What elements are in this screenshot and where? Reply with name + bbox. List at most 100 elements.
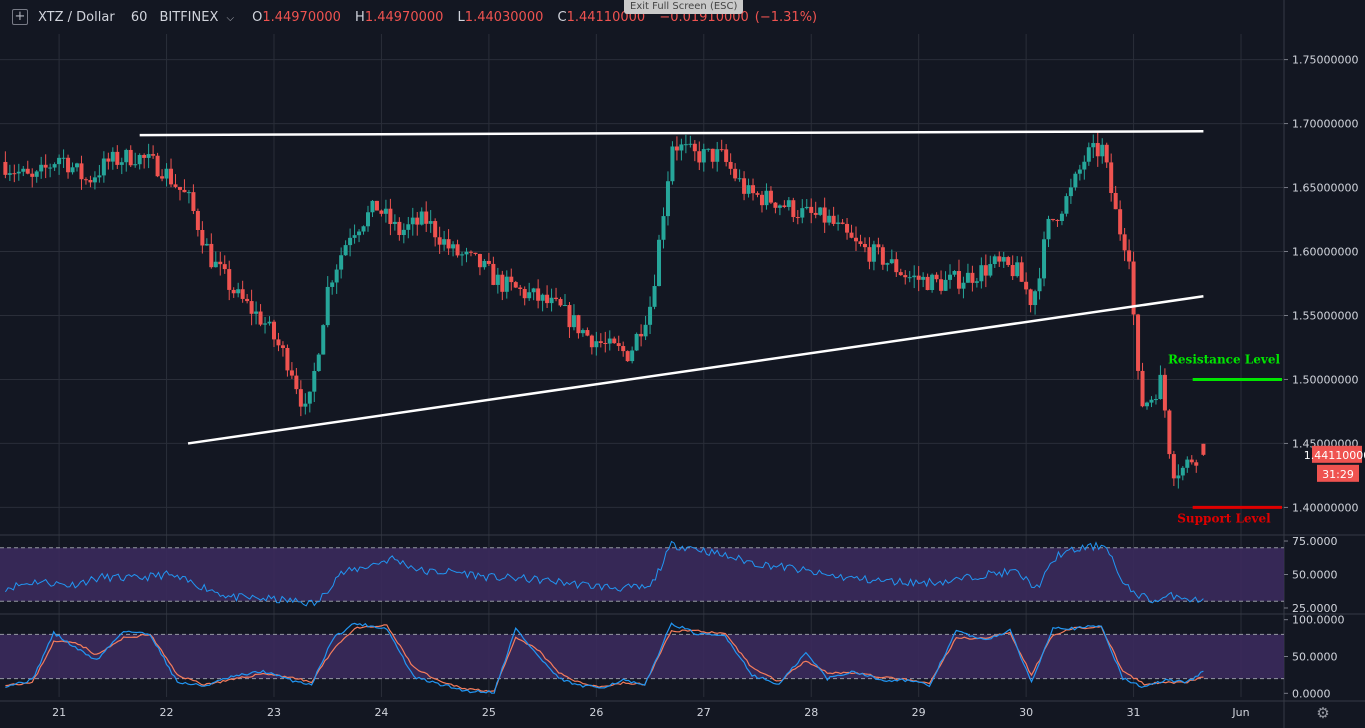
candle-body <box>1118 209 1123 235</box>
candle <box>948 264 953 289</box>
candle <box>339 247 344 279</box>
candle-body <box>21 168 26 172</box>
candle <box>267 316 272 326</box>
candle <box>777 204 782 216</box>
candle-body <box>903 275 908 278</box>
candle <box>1149 396 1154 408</box>
candle-body <box>316 354 321 371</box>
candle-body <box>379 210 384 214</box>
candle-body <box>979 265 984 282</box>
candle-body <box>742 178 747 194</box>
candle-body <box>643 324 648 337</box>
candle-body <box>1086 147 1091 162</box>
candle-body <box>545 294 550 304</box>
plus-square-icon[interactable]: + <box>12 9 28 25</box>
candle-body <box>1149 399 1154 403</box>
candle-body <box>307 391 312 404</box>
candle <box>155 152 160 178</box>
candle-body <box>540 294 545 301</box>
candle <box>845 218 850 240</box>
candle <box>101 151 106 183</box>
candle-body <box>182 189 187 193</box>
stoch-pane-tick-label: 100.0000 <box>1292 614 1345 627</box>
candle-body <box>482 260 487 268</box>
candle-body <box>48 167 53 169</box>
candle-body <box>710 148 715 162</box>
candle <box>133 152 138 168</box>
candle-body <box>334 269 339 283</box>
candle-body <box>674 146 679 151</box>
candle-body <box>61 157 66 159</box>
candle <box>357 229 362 243</box>
candle <box>1068 178 1073 204</box>
candle <box>164 163 169 187</box>
candle-body <box>737 178 742 180</box>
candle-body <box>119 162 124 165</box>
candle <box>871 240 876 271</box>
candle-body <box>240 289 245 299</box>
candle-body <box>612 338 617 344</box>
candle <box>392 214 397 231</box>
current-price-tag <box>1312 445 1362 463</box>
candle-body <box>854 237 858 242</box>
candle-body <box>271 321 276 340</box>
candle <box>903 270 908 285</box>
candle-body <box>585 330 590 336</box>
candle-body <box>858 241 863 244</box>
candle <box>348 228 353 257</box>
candle-body <box>289 370 294 376</box>
candle-body <box>948 274 953 280</box>
candle <box>491 256 496 286</box>
candle <box>236 282 241 298</box>
candle <box>719 139 724 152</box>
candle-body <box>361 226 366 232</box>
candle <box>594 331 599 356</box>
symbol-selector[interactable]: XTZ / Dollar 60 BITFINEX ⌵ <box>38 10 234 25</box>
candle <box>146 143 151 169</box>
candle <box>522 286 527 306</box>
candle <box>679 138 684 161</box>
candle-body <box>128 149 133 166</box>
gear-icon[interactable]: ⚙ <box>1316 704 1330 722</box>
candle-body <box>437 237 442 245</box>
candle <box>128 145 133 168</box>
candle-body <box>1104 144 1109 163</box>
candle <box>1028 288 1033 313</box>
candle <box>970 265 975 292</box>
candle <box>898 268 903 276</box>
candle <box>1158 365 1163 400</box>
candle <box>209 233 214 269</box>
candle-body <box>997 256 1002 262</box>
candle <box>921 272 926 288</box>
candle-body <box>701 149 706 163</box>
open-label: O <box>252 9 263 25</box>
exit-fullscreen-button[interactable]: Exit Full Screen (ESC) <box>624 0 744 14</box>
candle-body <box>706 148 711 150</box>
candle <box>1176 464 1181 489</box>
candle <box>88 175 93 188</box>
candle <box>137 153 142 170</box>
open-value: 1.44970000 <box>262 9 341 25</box>
candle-body <box>607 338 612 344</box>
candle-body <box>477 253 482 268</box>
candle <box>142 153 147 169</box>
candle-body <box>1050 218 1055 220</box>
rsi-pane <box>0 540 1288 609</box>
candle <box>249 289 254 326</box>
candle <box>1167 409 1172 459</box>
candle <box>1118 200 1123 241</box>
candle-body <box>724 149 729 162</box>
candle-body <box>576 315 581 334</box>
candle <box>437 226 442 254</box>
candle-body <box>562 305 567 307</box>
candle <box>106 152 111 170</box>
candle <box>849 224 854 239</box>
candle-body <box>1127 250 1132 262</box>
candle-body <box>670 146 675 182</box>
candle-body <box>1201 443 1206 455</box>
candle-body <box>1010 265 1015 277</box>
candle-body <box>862 243 867 248</box>
candle <box>589 334 594 355</box>
candle-body <box>160 176 165 179</box>
